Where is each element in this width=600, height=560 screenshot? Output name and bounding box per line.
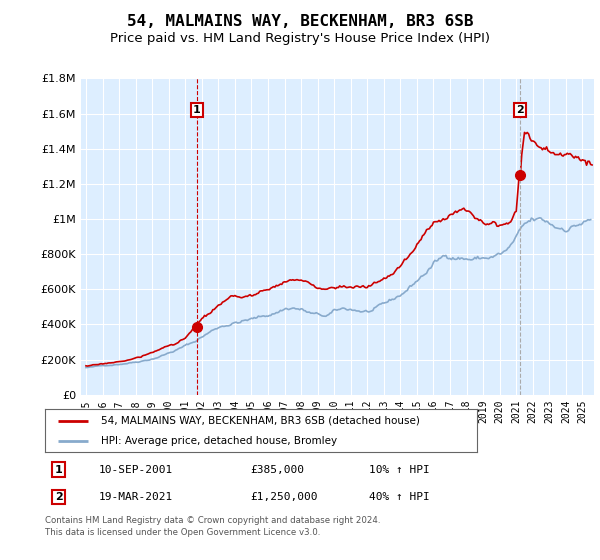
Text: 2: 2 <box>516 105 524 115</box>
Text: 2: 2 <box>55 492 62 502</box>
Text: 10% ↑ HPI: 10% ↑ HPI <box>369 465 430 474</box>
Text: 54, MALMAINS WAY, BECKENHAM, BR3 6SB: 54, MALMAINS WAY, BECKENHAM, BR3 6SB <box>127 14 473 29</box>
Text: 1: 1 <box>55 465 62 474</box>
Text: 10-SEP-2001: 10-SEP-2001 <box>99 465 173 474</box>
Text: £1,250,000: £1,250,000 <box>250 492 318 502</box>
Text: Price paid vs. HM Land Registry's House Price Index (HPI): Price paid vs. HM Land Registry's House … <box>110 32 490 45</box>
Text: 1: 1 <box>193 105 201 115</box>
Text: Contains HM Land Registry data © Crown copyright and database right 2024.: Contains HM Land Registry data © Crown c… <box>45 516 380 525</box>
Text: 40% ↑ HPI: 40% ↑ HPI <box>369 492 430 502</box>
Text: £385,000: £385,000 <box>250 465 304 474</box>
Text: 19-MAR-2021: 19-MAR-2021 <box>99 492 173 502</box>
Text: This data is licensed under the Open Government Licence v3.0.: This data is licensed under the Open Gov… <box>45 528 320 537</box>
Text: 54, MALMAINS WAY, BECKENHAM, BR3 6SB (detached house): 54, MALMAINS WAY, BECKENHAM, BR3 6SB (de… <box>101 416 420 426</box>
Text: HPI: Average price, detached house, Bromley: HPI: Average price, detached house, Brom… <box>101 436 337 446</box>
